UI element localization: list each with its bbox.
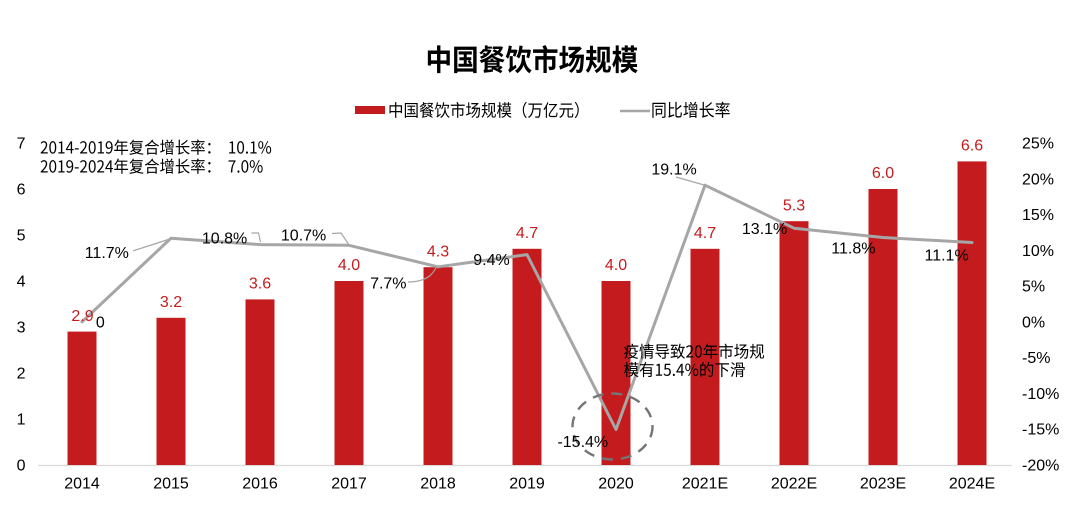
svg-text:2014: 2014 — [64, 476, 100, 493]
svg-text:10.7%: 10.7% — [281, 227, 326, 244]
svg-text:11.8%: 11.8% — [831, 240, 875, 257]
svg-text:-5%: -5% — [1022, 350, 1050, 367]
svg-text:20%: 20% — [1022, 171, 1054, 188]
svg-text:7: 7 — [17, 136, 26, 153]
svg-text:11.1%: 11.1% — [925, 248, 969, 265]
svg-text:4.3: 4.3 — [427, 243, 449, 260]
svg-text:3.2: 3.2 — [160, 294, 182, 311]
svg-text:-10%: -10% — [1022, 386, 1059, 403]
svg-text:10.8%: 10.8% — [202, 231, 247, 248]
svg-text:10%: 10% — [1022, 243, 1054, 260]
svg-text:4.7: 4.7 — [694, 225, 716, 242]
svg-text:-20%: -20% — [1022, 458, 1059, 475]
svg-text:6.6: 6.6 — [961, 138, 983, 155]
svg-text:4.0: 4.0 — [338, 257, 360, 274]
svg-text:4.7: 4.7 — [516, 225, 538, 242]
svg-text:3: 3 — [17, 320, 26, 337]
svg-text:15%: 15% — [1022, 207, 1054, 224]
svg-text:9.4%: 9.4% — [473, 252, 509, 269]
svg-text:11.7%: 11.7% — [85, 245, 129, 262]
svg-text:0: 0 — [17, 458, 26, 475]
svg-text:0%: 0% — [1022, 314, 1045, 331]
svg-text:2020: 2020 — [598, 476, 634, 493]
svg-text:6.0: 6.0 — [872, 165, 894, 182]
svg-text:5.3: 5.3 — [783, 197, 805, 214]
svg-text:7.7%: 7.7% — [370, 276, 406, 293]
svg-text:2: 2 — [17, 366, 26, 383]
svg-text:-15%: -15% — [1022, 422, 1059, 439]
svg-text:4.0: 4.0 — [605, 257, 627, 274]
svg-text:25%: 25% — [1022, 136, 1054, 153]
svg-text:2021E: 2021E — [682, 476, 728, 493]
svg-text:19.1%: 19.1% — [651, 161, 696, 178]
svg-text:0: 0 — [96, 315, 105, 332]
svg-text:1: 1 — [17, 412, 26, 429]
svg-text:4: 4 — [17, 274, 26, 291]
svg-text:6: 6 — [17, 182, 26, 199]
svg-text:2022E: 2022E — [771, 476, 817, 493]
svg-text:5%: 5% — [1022, 279, 1045, 296]
svg-text:3.6: 3.6 — [249, 276, 271, 293]
svg-text:2024E: 2024E — [949, 476, 995, 493]
svg-text:13.1%: 13.1% — [742, 221, 787, 238]
svg-text:2015: 2015 — [153, 476, 189, 493]
svg-text:2017: 2017 — [331, 476, 367, 493]
svg-text:2019: 2019 — [509, 476, 545, 493]
svg-text:2023E: 2023E — [860, 476, 906, 493]
svg-text:2.9: 2.9 — [71, 308, 93, 325]
svg-text:-15.4%: -15.4% — [557, 434, 608, 451]
svg-text:5: 5 — [17, 228, 26, 245]
svg-text:2016: 2016 — [242, 476, 278, 493]
svg-text:2018: 2018 — [420, 476, 456, 493]
